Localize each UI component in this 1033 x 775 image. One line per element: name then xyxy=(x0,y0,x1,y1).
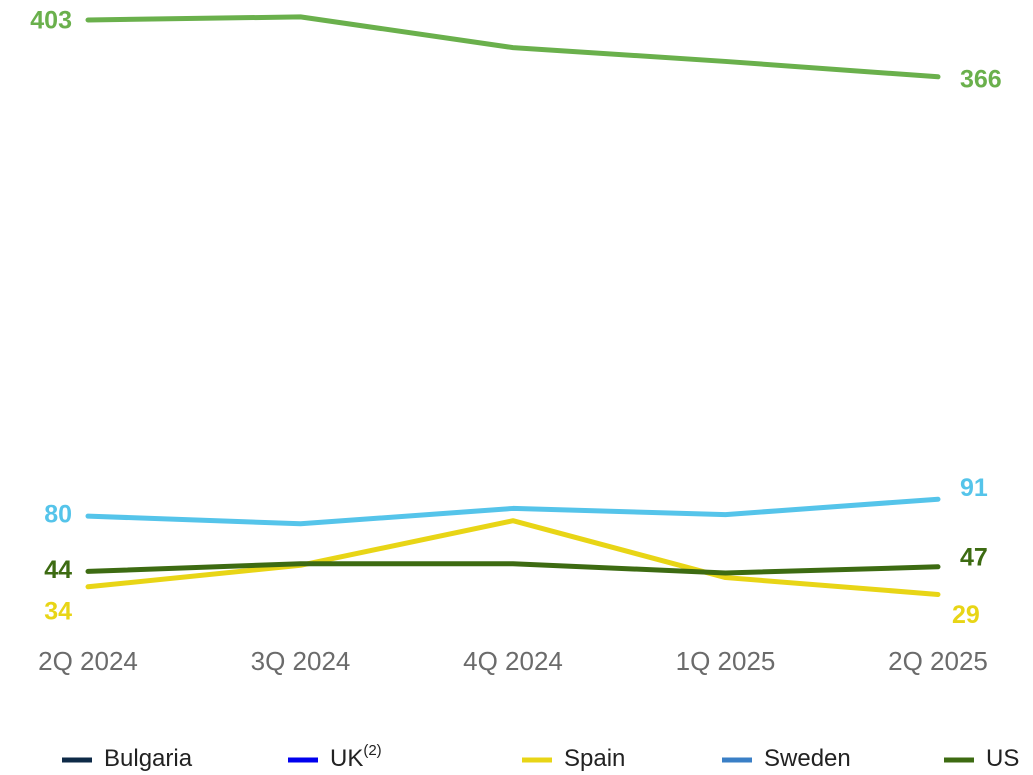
line xyxy=(85,561,941,576)
x-tick-label: 1Q 2025 xyxy=(676,646,776,676)
legend-superscript: (2) xyxy=(363,742,381,759)
data-label: 91 xyxy=(960,474,988,502)
x-tick-label: 2Q 2025 xyxy=(888,646,988,676)
data-label: 80 xyxy=(44,501,72,529)
data-label: 34 xyxy=(44,597,72,625)
legend-label: Sweden xyxy=(764,745,851,772)
legend-name: Sweden xyxy=(764,745,851,772)
legend-label: UK(2) xyxy=(330,742,382,772)
x-tick-label: 3Q 2024 xyxy=(251,646,351,676)
legend-name: Bulgaria xyxy=(104,745,193,772)
line xyxy=(85,518,941,597)
data-label: 44 xyxy=(44,556,72,584)
legend-label: Spain xyxy=(564,745,625,772)
legend-name: Spain xyxy=(564,745,625,772)
line xyxy=(85,496,941,527)
legend-label: Bulgaria xyxy=(104,745,193,772)
legend-label: US xyxy=(986,745,1019,772)
legend-name: US xyxy=(986,745,1019,772)
line xyxy=(85,14,941,80)
data-label: 366 xyxy=(960,65,1002,93)
legend-name: UK xyxy=(330,745,363,772)
data-label: 403 xyxy=(30,7,72,35)
data-label: 29 xyxy=(952,601,980,629)
x-tick-label: 4Q 2024 xyxy=(463,646,563,676)
data-label: 47 xyxy=(960,543,988,571)
x-tick-label: 2Q 2024 xyxy=(38,646,138,676)
